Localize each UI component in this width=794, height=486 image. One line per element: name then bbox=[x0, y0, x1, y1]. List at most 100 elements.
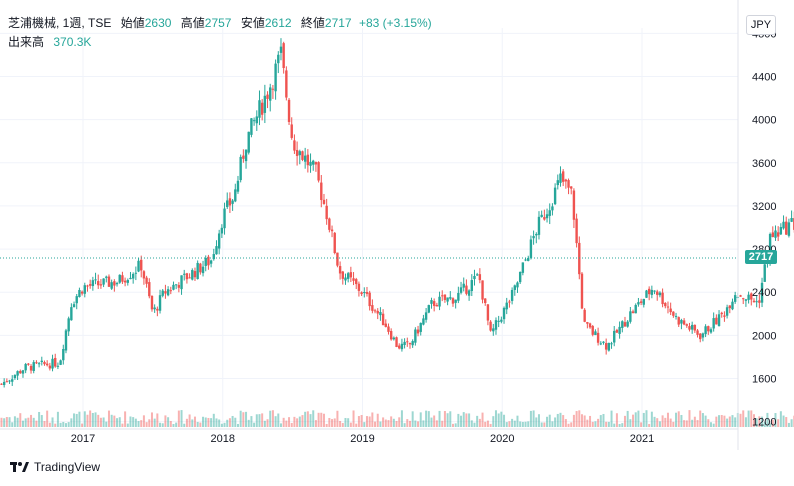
candle-body bbox=[381, 313, 385, 326]
candle-body bbox=[682, 320, 686, 325]
volume-bar bbox=[752, 414, 755, 427]
volume-bar bbox=[226, 419, 229, 427]
volume-bar bbox=[236, 423, 239, 427]
volume-bar bbox=[24, 418, 27, 427]
volume-label: 出来高 bbox=[8, 35, 45, 49]
candle-body bbox=[285, 70, 288, 98]
candle-body bbox=[295, 149, 299, 156]
candle-body bbox=[403, 341, 406, 345]
volume-bar bbox=[368, 416, 371, 427]
volume-bar bbox=[245, 411, 248, 427]
candle-body bbox=[669, 308, 672, 313]
candle-body bbox=[94, 279, 97, 281]
candle-body bbox=[618, 326, 621, 334]
candle-body bbox=[271, 88, 275, 90]
candle-body bbox=[613, 330, 616, 343]
volume-bar bbox=[406, 419, 409, 427]
candle-body bbox=[156, 308, 159, 311]
candle-body bbox=[64, 330, 68, 351]
candle-body bbox=[338, 266, 342, 274]
volume-bar bbox=[285, 420, 288, 427]
volume-bar bbox=[376, 413, 379, 427]
volume-bar bbox=[672, 421, 675, 427]
volume-bar bbox=[97, 414, 100, 427]
volume-bar bbox=[602, 413, 605, 427]
candle-body bbox=[516, 282, 519, 288]
candle-body bbox=[24, 364, 27, 371]
volume-bar bbox=[750, 410, 753, 427]
candle-body bbox=[564, 179, 568, 182]
candle-body bbox=[29, 366, 33, 371]
tradingview-logo[interactable]: TradingView bbox=[10, 460, 100, 474]
candle-body bbox=[303, 155, 307, 162]
candle-body bbox=[110, 282, 113, 289]
volume-bar bbox=[5, 417, 8, 427]
volume-bar bbox=[352, 410, 355, 427]
candle-body bbox=[473, 275, 476, 280]
volume-bar bbox=[3, 418, 6, 427]
candle-body bbox=[467, 290, 471, 296]
candle-body bbox=[680, 319, 683, 324]
last-price-tag: 2717 bbox=[745, 250, 777, 264]
volume-bar bbox=[484, 421, 487, 427]
volume-legend: 出来高 370.3K bbox=[8, 33, 91, 50]
volume-bar bbox=[704, 415, 707, 427]
candle-body bbox=[153, 307, 156, 310]
candle-body bbox=[56, 365, 60, 367]
volume-bar bbox=[384, 419, 387, 427]
candle-body bbox=[191, 270, 194, 280]
candle-body bbox=[43, 362, 46, 365]
volume-bar bbox=[56, 411, 59, 427]
candle-body bbox=[193, 271, 197, 278]
candle-body bbox=[540, 214, 543, 217]
volume-bar bbox=[67, 422, 70, 427]
volume-bar bbox=[787, 422, 790, 427]
candle-body bbox=[731, 301, 734, 310]
candle-body bbox=[664, 302, 667, 307]
candle-body bbox=[188, 277, 191, 279]
candle-body bbox=[556, 180, 559, 186]
candle-body bbox=[742, 298, 745, 300]
volume-bar bbox=[521, 421, 524, 427]
volume-bar bbox=[570, 422, 573, 427]
candle-body bbox=[497, 320, 500, 322]
candle-body bbox=[344, 277, 347, 281]
volume-bar bbox=[175, 422, 178, 427]
candle-body bbox=[631, 311, 635, 314]
candle-body bbox=[322, 199, 326, 204]
candle-body bbox=[13, 375, 17, 379]
candle-body bbox=[782, 221, 785, 229]
volume-bar bbox=[288, 417, 291, 427]
candle-body bbox=[647, 288, 651, 295]
candle-body bbox=[785, 221, 788, 235]
currency-button[interactable]: JPY bbox=[746, 15, 776, 35]
volume-bar bbox=[688, 410, 691, 427]
candle-body bbox=[398, 345, 401, 349]
candle-body bbox=[21, 370, 25, 374]
candle-body bbox=[494, 320, 498, 330]
candle-body bbox=[298, 151, 301, 156]
candle-body bbox=[107, 276, 111, 287]
candle-body bbox=[293, 140, 296, 151]
candle-body bbox=[470, 280, 473, 292]
high-value: 2757 bbox=[204, 16, 232, 30]
candle-body bbox=[422, 318, 425, 325]
volume-bar bbox=[142, 415, 145, 427]
candle-body bbox=[537, 216, 541, 235]
candle-body bbox=[591, 326, 594, 335]
volume-bar bbox=[387, 420, 390, 427]
candle-body bbox=[535, 234, 538, 236]
volume-bar bbox=[43, 420, 46, 427]
candle-body bbox=[787, 222, 791, 236]
candle-body bbox=[183, 273, 186, 275]
high-label: 高値 bbox=[180, 16, 205, 30]
volume-bar bbox=[371, 412, 374, 427]
volume-bar bbox=[339, 420, 342, 427]
volume-bar bbox=[540, 422, 543, 427]
candle-body bbox=[510, 289, 514, 301]
candle-body bbox=[129, 277, 132, 280]
y-tick-label: 1600 bbox=[752, 373, 776, 385]
volume-bar bbox=[728, 416, 731, 427]
candle-body bbox=[744, 299, 748, 301]
